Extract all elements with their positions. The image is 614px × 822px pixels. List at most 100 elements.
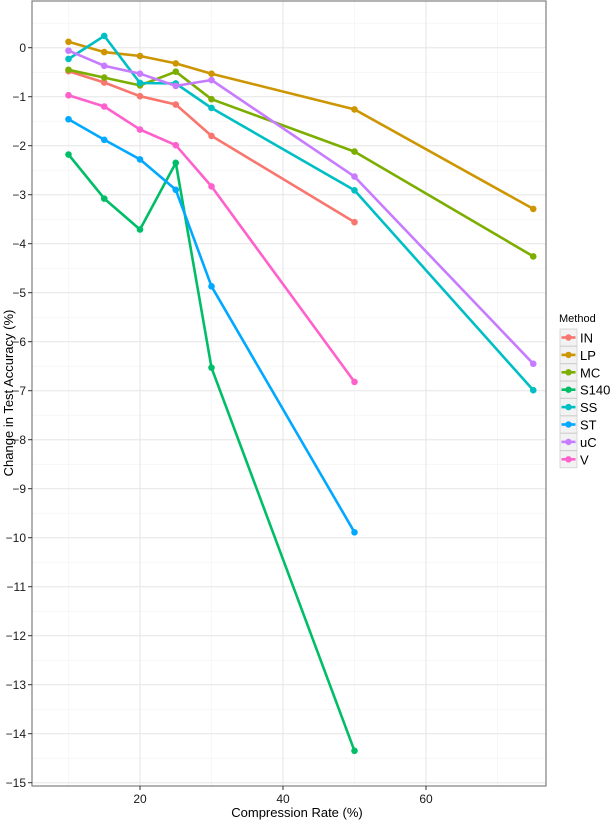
y-tick-label: −9 [12,482,26,496]
data-point [208,364,215,371]
x-axis-title: Compression Rate (%) [231,805,363,820]
legend-key-icon [565,351,572,359]
legend-item-mc: MC [559,363,600,382]
data-point [172,68,180,76]
y-tick-label: 0 [19,41,26,55]
data-point [351,529,358,536]
data-point [172,186,180,194]
x-tick-label: 60 [419,792,433,806]
data-point [529,205,537,213]
data-point [351,218,358,226]
data-point [208,95,215,103]
series-s140 [65,151,358,755]
y-tick-label: −1 [12,90,26,104]
data-point [172,82,180,90]
legend-item-v: V [559,450,589,469]
legend-label: IN [580,331,593,346]
legend-label: MC [580,365,600,380]
data-point [208,283,215,290]
data-point [136,156,144,163]
series-v [65,91,358,386]
legend-key-icon [565,421,572,428]
legend-key-icon [565,438,572,446]
series-lines [65,32,537,755]
data-point [100,48,108,56]
y-tick-label: −14 [6,727,27,741]
y-tick-label: −12 [6,629,27,643]
y-tick-label: −5 [12,286,26,300]
legend-item-lp: LP [559,345,596,364]
data-point [351,186,358,194]
y-tick-label: −11 [7,580,27,594]
x-axis: 20 40 60 [133,786,433,806]
data-point [172,60,180,67]
y-tick-label: −7 [12,384,26,398]
data-point [65,47,72,54]
y-tick-label: −10 [6,531,27,545]
data-point [529,360,537,368]
legend-label: ST [580,418,597,433]
y-tick-label: −8 [12,433,26,447]
legend: Method IN LP MC S140 SS ST uC V [559,313,610,469]
series-st [65,115,358,536]
data-point [100,195,108,202]
series-mc [65,66,537,260]
data-point [100,62,108,70]
legend-key-icon [565,386,572,393]
legend-item-st: ST [559,415,597,434]
data-point [529,386,537,394]
data-point [208,104,215,112]
x-tick-label: 40 [276,792,290,806]
y-tick-label: −2 [12,139,26,153]
y-axis-title: Change in Test Accuracy (%) [1,310,16,477]
legend-label: LP [580,348,596,363]
data-point [208,132,215,140]
data-point [351,747,358,755]
y-tick-label: −4 [12,237,26,251]
legend-item-ss: SS [559,398,598,417]
legend-key-icon [565,456,572,463]
legend-label: SS [580,400,598,415]
data-point [351,173,358,180]
y-tick-label: −15 [6,776,27,790]
data-point [100,32,108,40]
legend-key-icon [565,403,572,411]
data-point [172,159,180,167]
data-point [208,70,215,77]
data-point [65,151,72,158]
data-point [208,76,215,84]
legend-item-in: IN [559,328,593,347]
data-point [136,226,144,233]
legend-label: V [580,452,589,467]
data-point [100,79,108,86]
data-point [172,101,180,108]
y-tick-label: −3 [12,188,26,202]
data-point [529,253,537,260]
data-point [351,106,358,113]
legend-item-s140: S140 [559,380,610,399]
legend-key-icon [565,369,572,376]
legend-title: Method [559,313,596,325]
data-point [100,74,108,81]
data-point [136,52,144,60]
data-point [351,148,358,155]
legend-key-icon [565,334,572,341]
data-point [65,66,72,74]
data-point [100,136,108,144]
y-tick-label: −13 [6,678,27,692]
data-point [65,115,72,123]
plot-panel-border [31,0,547,787]
data-point [136,70,144,77]
data-point [65,55,72,63]
y-tick-label: −6 [12,335,26,349]
data-point [100,103,108,110]
series-lp [65,38,537,213]
grid-lines [32,1,546,786]
data-point [208,183,215,190]
data-point [136,92,144,100]
x-tick-label: 20 [133,792,147,806]
data-point [65,38,72,46]
legend-label: uC [580,435,597,450]
legend-item-uc: uC [559,432,597,451]
